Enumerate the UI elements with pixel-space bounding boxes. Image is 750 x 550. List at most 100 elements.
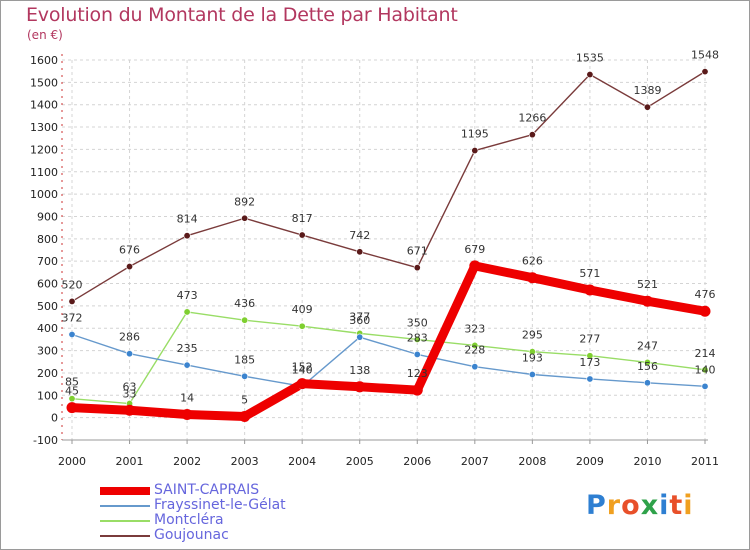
data-label: 123 (407, 367, 428, 380)
data-point (586, 71, 594, 79)
logo-letter: o (621, 490, 641, 521)
data-point (296, 378, 308, 390)
data-point (124, 404, 136, 416)
chart-title: Evolution du Montant de la Dette par Hab… (26, 4, 458, 26)
data-point (586, 352, 594, 360)
data-label: 676 (119, 244, 140, 257)
data-point (241, 372, 249, 380)
data-label: 520 (62, 278, 83, 291)
data-label: 156 (637, 360, 658, 373)
logo-letter: i (683, 490, 694, 521)
data-label: 892 (234, 195, 255, 208)
data-label: 360 (349, 314, 370, 327)
data-label: 350 (407, 316, 428, 329)
data-point (641, 295, 653, 307)
data-label: 235 (177, 342, 198, 355)
chart-unit: (en €) (27, 28, 63, 42)
series-line (71, 333, 706, 388)
data-point (471, 147, 479, 155)
data-point (701, 366, 709, 374)
data-label: 679 (464, 243, 485, 256)
legend-label: Goujounac (154, 527, 229, 543)
axes (61, 54, 708, 441)
y-axis-ticks: -100 0 100 200 300 400 500 600 700 800 900 1000 1100… (30, 54, 58, 447)
data-point (126, 350, 134, 358)
data-label: 173 (579, 356, 600, 369)
x-tick-label: 2002 (173, 455, 201, 468)
legend-swatch (100, 520, 150, 522)
x-tick-label: 2005 (346, 455, 374, 468)
legend-swatch (100, 505, 150, 507)
data-label: 1266 (518, 112, 546, 125)
data-point (66, 402, 78, 414)
series-points (66, 68, 711, 423)
data-point (528, 348, 536, 356)
data-point (241, 316, 249, 324)
data-label: 671 (407, 245, 428, 258)
x-tick-label: 2000 (58, 455, 86, 468)
series-line (71, 70, 706, 303)
x-tick-label: 2009 (576, 455, 604, 468)
data-point (298, 322, 306, 330)
y-tick-label: 500 (37, 300, 58, 313)
data-point (413, 264, 421, 272)
logo-letter: x (640, 490, 660, 521)
data-point (528, 131, 536, 139)
x-tick-label: 2004 (288, 455, 316, 468)
x-axis-ticks: 2000 2001 2002 2003 2004 2005 2006 2007 2008 2009… (58, 440, 719, 468)
data-label: 377 (349, 310, 370, 323)
x-tick-label: 2007 (461, 455, 489, 468)
y-tick-label: 100 (37, 389, 58, 402)
legend-item: SAINT-CAPRAIS (100, 482, 360, 498)
data-label: 626 (522, 255, 543, 268)
y-tick-label: 800 (37, 233, 58, 246)
y-tick-label: 1600 (30, 54, 58, 67)
x-tick-label: 2008 (518, 455, 546, 468)
data-point (584, 284, 596, 296)
data-label: 33 (123, 387, 137, 400)
data-point (183, 308, 191, 316)
data-point (699, 305, 711, 317)
legend-item: Montcléra (100, 512, 360, 528)
data-label: 323 (464, 322, 485, 335)
logo-letter: t (669, 490, 684, 521)
legend-item: Frayssinet-le-Gélat (100, 497, 360, 513)
data-point (643, 379, 651, 387)
data-point (239, 411, 251, 423)
data-label: 138 (349, 364, 370, 377)
y-tick-label: 600 (37, 278, 58, 291)
y-tick-label: 1000 (30, 188, 58, 201)
logo-letter: i (659, 490, 670, 521)
data-label: 14 (180, 392, 194, 405)
data-label: 185 (234, 353, 255, 366)
y-tick-label: 400 (37, 322, 58, 335)
data-point (126, 263, 134, 271)
data-point (298, 231, 306, 239)
y-tick-label: 300 (37, 345, 58, 358)
data-point (68, 330, 76, 338)
proxiti-logo: Proxiti (586, 490, 694, 521)
data-label: 283 (407, 331, 428, 344)
data-point (356, 248, 364, 256)
data-point (354, 381, 366, 393)
x-tick-label: 2010 (633, 455, 661, 468)
logo-letter: r (606, 490, 622, 521)
data-label: 1548 (691, 49, 719, 62)
y-tick-label: 1500 (30, 76, 58, 89)
data-label: 152 (292, 361, 313, 374)
data-label: 817 (292, 212, 313, 225)
legend-label: Frayssinet-le-Gélat (154, 497, 286, 513)
data-label: 742 (349, 229, 370, 242)
data-point (643, 358, 651, 366)
data-label: 476 (695, 288, 716, 301)
data-label: 247 (637, 339, 658, 352)
data-point (411, 384, 423, 396)
y-tick-label: 1200 (30, 143, 58, 156)
x-tick-label: 2011 (691, 455, 719, 468)
y-tick-label: 1400 (30, 99, 58, 112)
data-point (356, 333, 364, 341)
data-label: 193 (522, 352, 543, 365)
data-point (643, 103, 651, 111)
data-label: 140 (292, 363, 313, 376)
data-label: 85 (65, 376, 79, 389)
